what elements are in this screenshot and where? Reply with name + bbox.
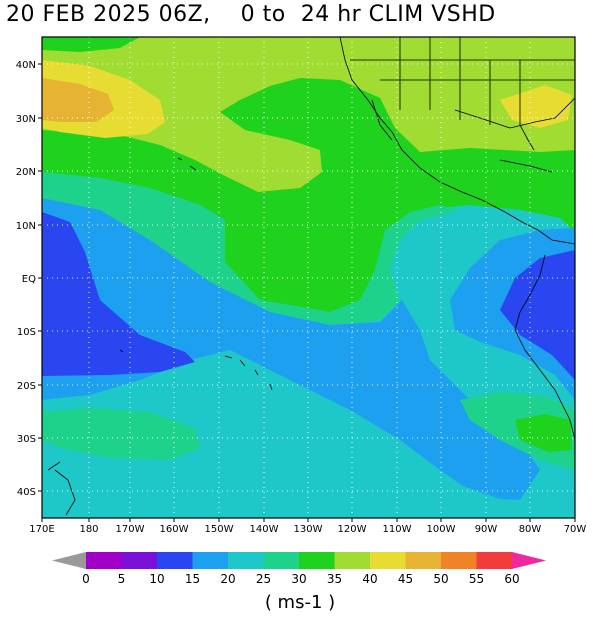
hawaii: [177, 157, 197, 171]
lat-label: EQ: [22, 274, 36, 285]
contour-20-25-bottom: [42, 430, 575, 518]
latitude-axis: 40N 30N 20N 10N EQ 10S 20S 30S 40S: [16, 60, 42, 498]
baja-peninsula: [371, 99, 393, 141]
colorbar-swatch: [86, 552, 122, 569]
lon-label: 140W: [250, 524, 279, 535]
colorbar-tick-label: 25: [256, 572, 271, 586]
graticule: [42, 37, 575, 518]
new-zealand: [47, 461, 76, 516]
colorbar-tick-label: 50: [433, 572, 448, 586]
colorbar-swatch: [441, 552, 477, 569]
contour-30-35-southeast: [515, 414, 572, 452]
colorbar-tick-label: 35: [327, 572, 342, 586]
colorbar-high-arrow: [512, 552, 546, 569]
contour-45-50-west: [42, 78, 114, 122]
contour-15-20-west: [42, 198, 540, 500]
colorbar-swatch: [121, 552, 158, 569]
colorbar-tick-label: 60: [504, 572, 519, 586]
lon-label: 170E: [29, 524, 54, 535]
lon-label: 180: [79, 524, 98, 535]
lon-label: 150W: [205, 524, 234, 535]
lon-label: 160W: [160, 524, 189, 535]
lat-label: 10N: [16, 221, 36, 232]
colorbar-tick-label: 5: [118, 572, 126, 586]
colorbar-swatch: [405, 552, 442, 569]
colorbar-tick-label: 55: [469, 572, 484, 586]
pacific-islands: [119, 349, 273, 391]
colorbar-swatch: [299, 552, 335, 569]
colorbar-tick-label: 15: [185, 572, 200, 586]
colorbar-swatch: [334, 552, 371, 569]
coastlines: [47, 37, 575, 516]
lon-label: 170W: [116, 524, 145, 535]
colorbar-tick-label: 10: [149, 572, 164, 586]
florida: [519, 124, 535, 151]
us-state-lines: [350, 37, 575, 125]
north-america-coast: [339, 37, 575, 245]
lon-label: 70W: [564, 524, 587, 535]
longitude-axis: 170E 180 170W 160W 150W 140W 130W 120W 1…: [29, 518, 586, 535]
contour-40-45-east: [500, 85, 572, 128]
lon-label: 120W: [338, 524, 367, 535]
map-title: 20 FEB 2025 06Z, 0 to 24 hr CLIM VSHD: [6, 2, 496, 27]
colorbar-low-arrow: [52, 552, 86, 569]
colorbar-tick-label: 30: [291, 572, 306, 586]
lon-label: 130W: [294, 524, 323, 535]
colorbar-swatch: [228, 552, 264, 569]
colorbar-swatch: [192, 552, 229, 569]
contour-10-15-east: [500, 250, 575, 380]
units-label: ( ms-1 ): [264, 592, 336, 613]
contour-35-40-north: [42, 37, 575, 192]
lat-label: 30S: [17, 434, 36, 445]
lon-label: 110W: [383, 524, 412, 535]
us-gulf-coast: [454, 97, 575, 129]
colorbar-swatch: [263, 552, 300, 569]
lat-label: 20S: [17, 381, 36, 392]
colorbar-tick-label: 40: [362, 572, 377, 586]
south-america-coast: [514, 254, 575, 441]
lon-label: 100W: [427, 524, 456, 535]
contour-10-15-west: [42, 212, 195, 376]
colorbar-swatch: [157, 552, 193, 569]
contour-25-30-west: [42, 172, 460, 328]
contour-30-35-north-top: [42, 37, 140, 52]
lat-label: 20N: [16, 167, 36, 178]
lat-label: 10S: [17, 327, 36, 338]
lat-label: 40S: [17, 487, 36, 498]
lon-label: 80W: [519, 524, 542, 535]
lon-label: 90W: [475, 524, 498, 535]
colorbar-swatch: [476, 552, 513, 569]
colorbar: [52, 552, 546, 569]
lat-label: 30N: [16, 114, 36, 125]
lat-label: 40N: [16, 60, 36, 71]
colorbar-tick-label: 0: [82, 572, 90, 586]
colorbar-tick-label: 20: [220, 572, 235, 586]
colorbar-tick-label: 45: [398, 572, 413, 586]
colorbar-swatch: [370, 552, 406, 569]
contour-25-30-south: [42, 408, 200, 460]
cuba: [499, 159, 553, 173]
colorbar-tick-labels: 0 5 10 15 20 25 30 35 40 45 50 55 60: [82, 572, 519, 586]
